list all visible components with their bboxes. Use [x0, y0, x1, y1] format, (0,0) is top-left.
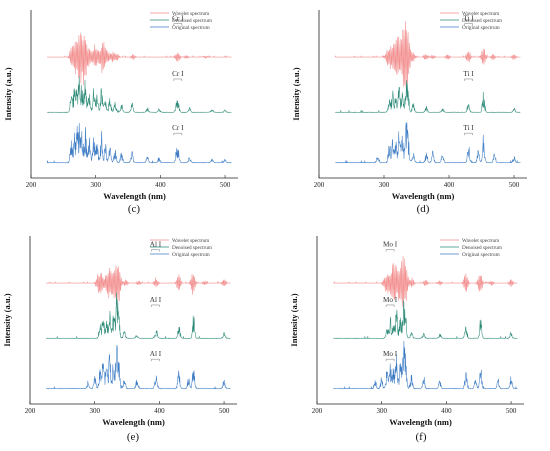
chart-panel-1: 200 300 400 500 Wavelength (nm) Intensity (a.…: [291, 10, 527, 215]
chart-panel-2: 200 300 400 500 Wavelength (nm) Intensity (a.…: [2, 236, 237, 443]
chart-panel-3: 200 300 400 500 Wavelength (nm) Intensity (a.…: [289, 236, 524, 443]
x-tick-label: 500: [509, 181, 520, 189]
spectrum-series-2: [46, 122, 232, 164]
element-label: Mo I: [383, 350, 398, 358]
x-axis-label: Wavelength (nm): [103, 191, 166, 201]
element-label: Cr I: [172, 15, 184, 23]
spectrum-series-2: [46, 344, 231, 390]
spectrum-series-0: [334, 21, 521, 89]
x-tick-label: 200: [314, 181, 325, 189]
legend-entry: Original spectrum: [172, 25, 210, 31]
legend-entry: Denoised spectrum: [172, 245, 212, 251]
element-bracket: [173, 132, 183, 136]
element-label: Cr I: [172, 124, 184, 132]
legend-entry: Original spectrum: [172, 252, 210, 258]
legend-entry: Wavelet spectrum: [462, 238, 499, 244]
x-tick-label: 200: [26, 181, 37, 189]
spectrum-series-2: [335, 122, 521, 164]
x-tick-label: 400: [155, 181, 166, 189]
x-tick-label: 300: [376, 407, 387, 415]
y-axis-label: Intensity (a.u.): [2, 293, 12, 346]
x-axis-label: Wavelength (nm): [392, 191, 455, 201]
element-label: Ti I: [463, 124, 474, 132]
legend-entry: Denoised spectrum: [172, 18, 212, 24]
y-axis-label: Intensity (a.u.): [289, 293, 299, 346]
element-bracket: [385, 358, 395, 362]
x-tick-label: 500: [220, 181, 231, 189]
spectrum-series-1: [335, 80, 521, 113]
x-tick-label: 400: [444, 181, 455, 189]
x-tick-label: 300: [379, 181, 390, 189]
element-bracket: [464, 23, 473, 26]
legend-entry: Wavelet spectrum: [172, 11, 209, 17]
x-tick-label: 500: [219, 407, 230, 415]
element-bracket: [464, 78, 473, 81]
legend-entry: Original spectrum: [462, 252, 500, 258]
legend-entry: Wavelet spectrum: [172, 238, 209, 244]
element-bracket: [151, 249, 160, 252]
element-bracket: [151, 358, 160, 362]
legend-entry: Original spectrum: [462, 25, 500, 31]
x-tick-label: 300: [90, 181, 101, 189]
axis-lines: [29, 236, 237, 405]
element-label: Ti I: [463, 15, 474, 23]
axis-lines: [30, 10, 238, 179]
axis-lines: [318, 10, 527, 179]
chart-panel-0: 200 300 400 500 Wavelength (nm) Intensity (a.…: [3, 10, 238, 215]
x-tick-label: 500: [506, 407, 517, 415]
legend-entry: Wavelet spectrum: [462, 11, 499, 17]
panel-letter: (f): [416, 431, 427, 443]
x-tick-label: 400: [441, 407, 452, 415]
x-tick-label: 300: [89, 407, 100, 415]
y-axis-label: Intensity (a.u.): [3, 67, 13, 120]
element-label: Al I: [150, 350, 162, 358]
legend-entry: Denoised spectrum: [462, 245, 502, 251]
element-label: Ti I: [463, 70, 474, 78]
spectrum-series-1: [333, 300, 518, 339]
panel-letter: (d): [417, 203, 430, 215]
element-label: Mo I: [383, 241, 398, 249]
x-tick-label: 200: [312, 407, 323, 415]
element-bracket: [173, 78, 183, 81]
spectrum-series-2: [333, 340, 518, 390]
element-bracket: [464, 132, 473, 136]
panel-letter: (c): [128, 203, 141, 215]
element-label: Al I: [150, 241, 162, 249]
legend-entry: Denoised spectrum: [462, 18, 502, 24]
x-axis-label: Wavelength (nm): [389, 417, 452, 427]
spectrum-series-1: [47, 75, 232, 113]
element-label: Al I: [150, 296, 162, 304]
panel-letter: (e): [127, 431, 140, 443]
element-bracket: [385, 304, 395, 307]
spectrum-series-0: [46, 265, 231, 304]
axis-lines: [316, 236, 524, 405]
element-label: Cr I: [172, 70, 184, 78]
spectrum-series-0: [333, 256, 518, 307]
x-tick-label: 200: [25, 407, 36, 415]
element-bracket: [385, 249, 395, 252]
x-tick-label: 400: [154, 407, 165, 415]
element-bracket: [173, 23, 183, 26]
spectrum-series-0: [47, 32, 232, 86]
spectrum-series-1: [46, 292, 231, 339]
y-axis-label: Intensity (a.u.): [291, 67, 301, 120]
element-bracket: [151, 304, 160, 307]
element-label: Mo I: [383, 296, 398, 304]
x-axis-label: Wavelength (nm): [102, 417, 165, 427]
